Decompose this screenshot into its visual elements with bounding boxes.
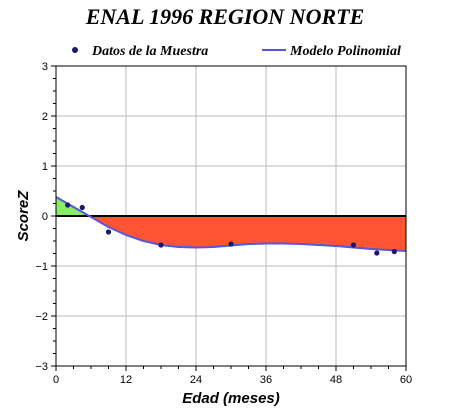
x-tick-label: 60	[400, 374, 412, 386]
y-tick-label: −1	[35, 261, 48, 273]
data-point	[79, 204, 85, 211]
x-axis-label: Edad (meses)	[182, 390, 280, 407]
y-tick-label: −2	[35, 311, 48, 323]
data-point	[105, 229, 112, 235]
legend-marker-datos	[72, 47, 78, 53]
chart-title: ENAL 1996 REGION NORTE	[85, 4, 365, 29]
y-tick-label: 2	[42, 111, 48, 123]
x-tick-label: 48	[330, 374, 342, 386]
x-axis-ticks: 0 12 24 36 48 60	[53, 366, 412, 386]
x-tick-label: 0	[53, 374, 59, 386]
x-tick-label: 24	[190, 374, 202, 386]
y-tick-label: −3	[35, 361, 48, 373]
negative-area	[89, 216, 406, 251]
data-point	[65, 202, 71, 208]
legend-label-modelo: Modelo Polinomial	[289, 44, 401, 59]
legend-label-datos: Datos de la Muestra	[91, 44, 208, 59]
x-tick-label: 12	[120, 374, 132, 386]
x-tick-label: 36	[260, 374, 272, 386]
y-tick-label: 1	[42, 161, 48, 173]
data-points	[65, 202, 397, 256]
data-point	[158, 242, 164, 248]
y-tick-label: 0	[42, 211, 48, 223]
data-point	[350, 242, 357, 248]
data-point	[391, 248, 397, 255]
data-point	[374, 250, 380, 256]
legend: Datos de la Muestra Modelo Polinomial	[72, 44, 401, 59]
data-point	[228, 241, 234, 247]
y-axis-ticks: 3 2 1 0 −1 −2 −3	[35, 61, 56, 373]
y-axis-label: ScoreZ	[15, 190, 32, 242]
y-tick-label: 3	[42, 61, 48, 73]
